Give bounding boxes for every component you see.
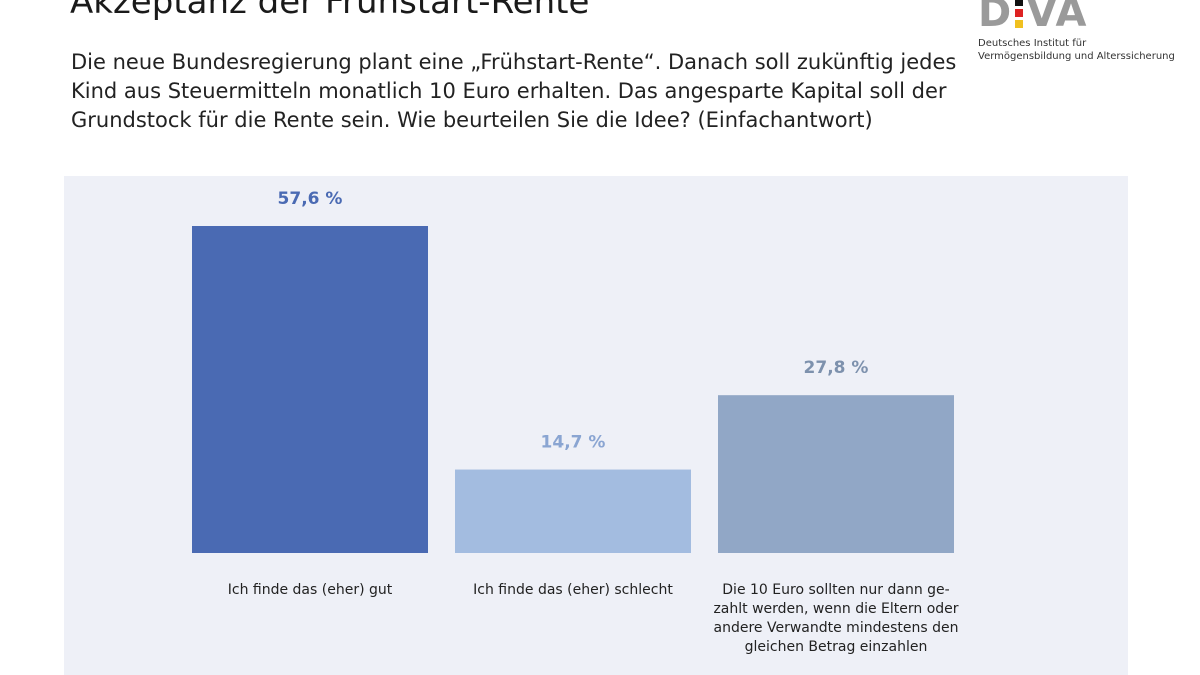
logo-name-line2: Vermögensbildung und Alterssicherung — [978, 51, 1175, 62]
data-label: 27,8 % — [804, 358, 869, 378]
chart-title: Akzeptanz der Frühstart-Rente — [70, 0, 590, 22]
bar-chart: 57,6 % 14,7 % 27,8 % — [192, 189, 954, 553]
category-label: Ich finde das (eher) schlecht — [473, 582, 673, 598]
data-label: 14,7 % — [541, 433, 606, 453]
category-label: Ich finde das (eher) gut — [227, 582, 393, 598]
bar — [455, 469, 691, 553]
chart-panel: 57,6 % 14,7 % 27,8 % Ich finde das (eher) … — [64, 176, 1128, 675]
chart-subtitle: Die neue Bundesregierung plant eine „Frü… — [71, 50, 957, 132]
diva-logo: D VA Deutsches Institut für Vermögensbild… — [978, 0, 1175, 62]
logo-name-line1: Deutsches Institut für — [978, 38, 1087, 49]
category-label: Die 10 Euro sollten nur dann ge-zahlt we… — [713, 582, 959, 655]
bar — [718, 395, 954, 553]
data-label: 57,6 % — [278, 189, 343, 209]
bar — [192, 226, 428, 553]
